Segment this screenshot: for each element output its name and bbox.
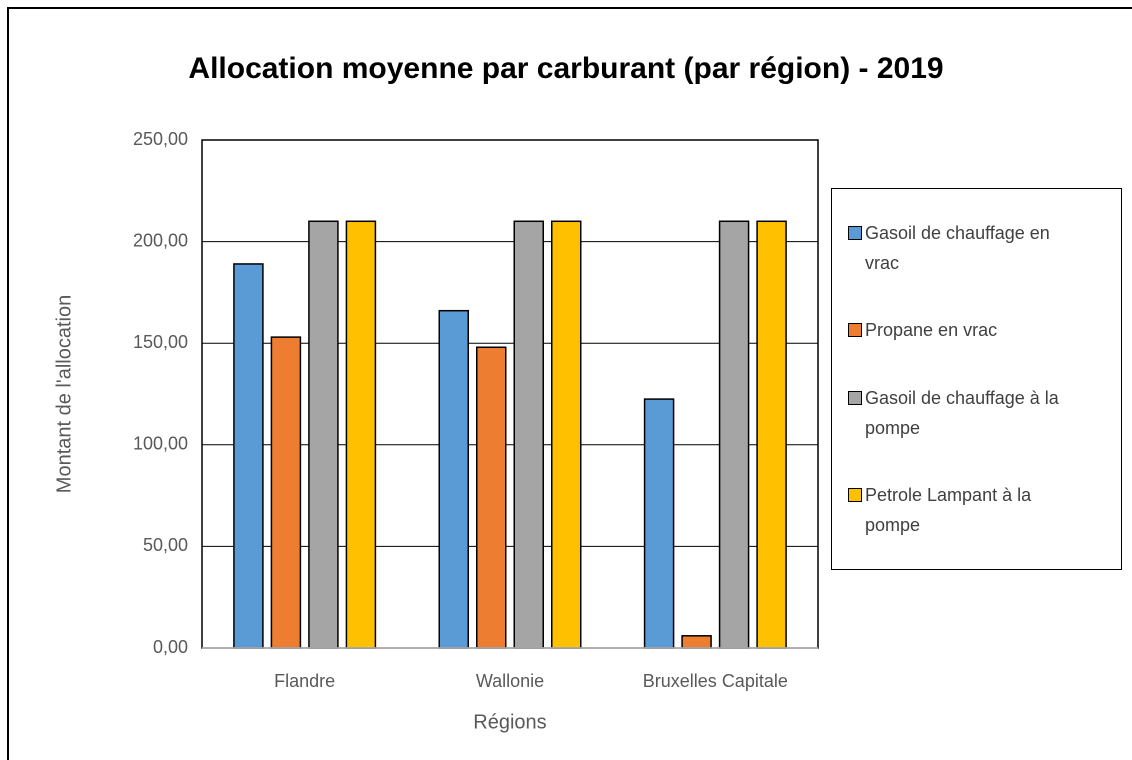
- chart-border: [7, 7, 1132, 760]
- x-tick-label: Wallonie: [476, 671, 544, 691]
- y-tick-label: 50,00: [143, 535, 188, 555]
- y-tick-label: 150,00: [133, 332, 188, 352]
- y-tick-label: 100,00: [133, 434, 188, 454]
- bar: [643, 398, 675, 649]
- y-tick-label: 200,00: [133, 230, 188, 250]
- bar: [681, 635, 712, 649]
- legend-entry: Gasoil de chauffage à la pompe: [848, 383, 1078, 443]
- legend-label: Petrole Lampant à la pompe: [865, 485, 1032, 536]
- bar: [756, 220, 787, 649]
- legend: Gasoil de chauffage en vrac Propane en vr…: [831, 188, 1122, 570]
- legend-swatch: [848, 390, 862, 405]
- legend-entry: Propane en vrac: [848, 315, 1078, 345]
- bar: [513, 220, 544, 649]
- y-tick-label: 0,00: [153, 637, 188, 657]
- bar: [438, 309, 469, 649]
- chart-title: Allocation moyenne par carburant (par ré…: [188, 52, 943, 85]
- bar: [476, 346, 507, 649]
- bar: [270, 336, 302, 649]
- legend-entry: Petrole Lampant à la pompe: [848, 480, 1078, 540]
- y-tick-label: 250,00: [133, 129, 188, 149]
- x-tick-label: Bruxelles Capitale: [643, 671, 788, 691]
- legend-entry: Gasoil de chauffage en vrac: [848, 218, 1078, 278]
- legend-swatch: [848, 488, 862, 503]
- legend-label: Gasoil de chauffage à la pompe: [865, 387, 1059, 438]
- x-axis-label: Régions: [473, 711, 546, 733]
- x-tick-label: Flandre: [274, 671, 335, 691]
- legend-swatch: [848, 225, 862, 240]
- bar: [551, 220, 582, 649]
- legend-swatch: [848, 323, 862, 338]
- bar: [345, 220, 377, 649]
- legend-label: Gasoil de chauffage en vrac: [865, 222, 1050, 273]
- bar: [718, 220, 750, 649]
- bar: [308, 220, 339, 649]
- bar: [233, 263, 264, 649]
- y-axis-label: Montant de l'allocation: [53, 295, 75, 493]
- legend-label: Propane en vrac: [865, 320, 998, 341]
